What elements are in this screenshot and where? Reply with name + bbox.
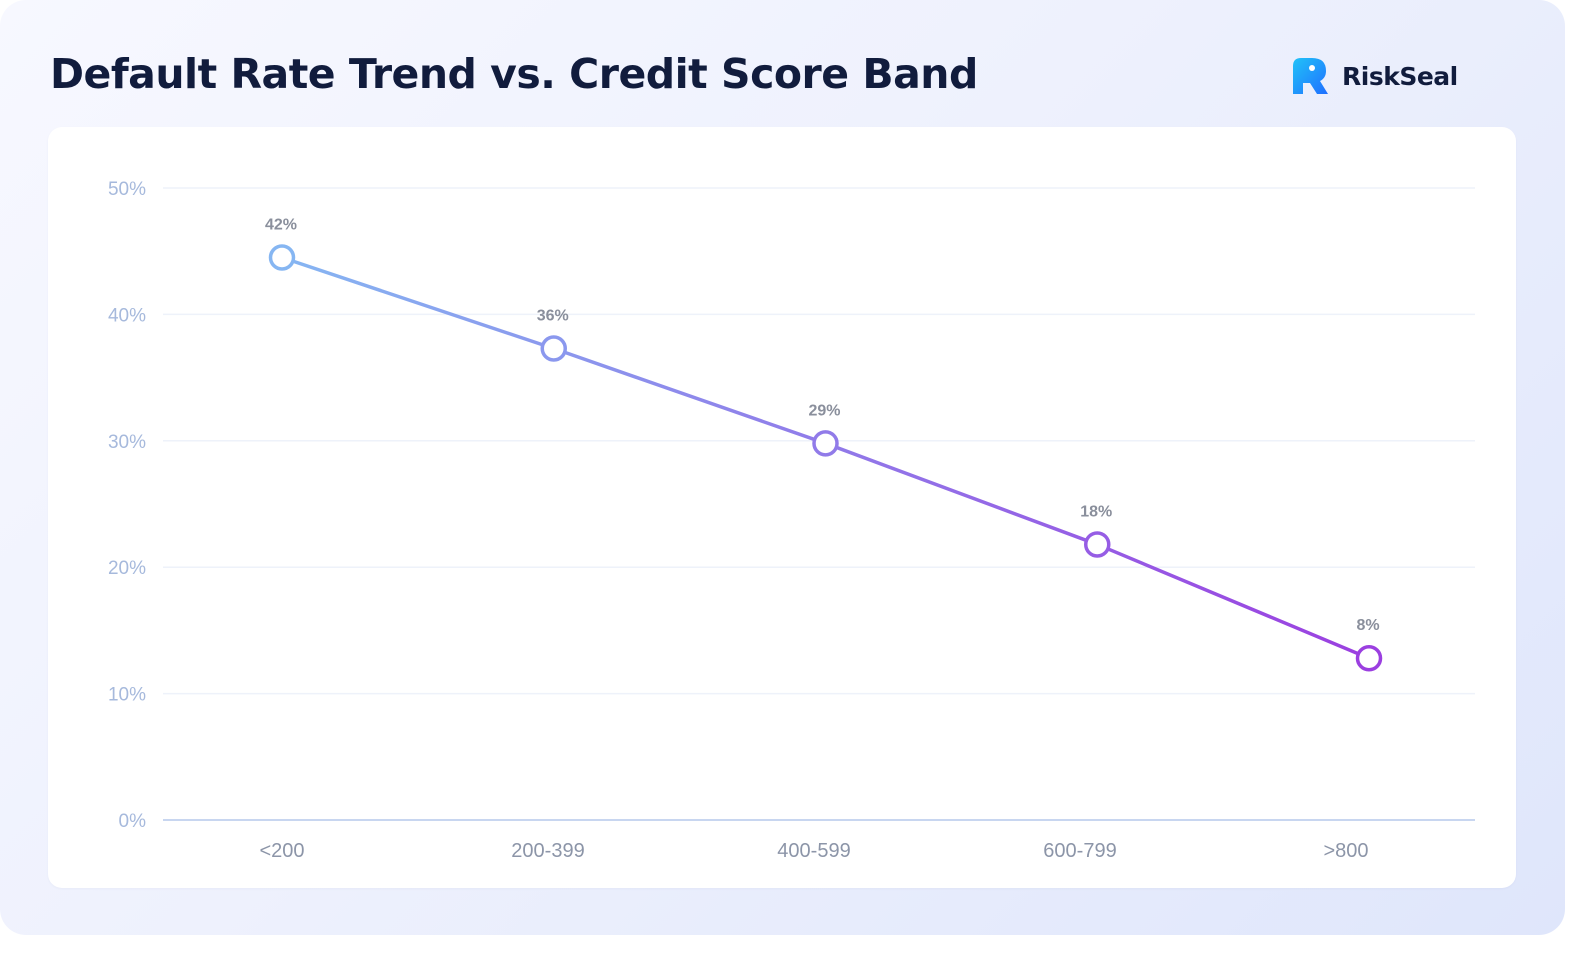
x-tick-label: <200 [259, 840, 304, 862]
y-tick-label: 10% [108, 685, 146, 706]
y-tick-label: 20% [108, 558, 146, 579]
x-tick-label: 200-399 [511, 840, 584, 862]
series-default-rate [268, 244, 1383, 672]
data-label: 29% [808, 402, 840, 419]
data-label: 8% [1356, 617, 1379, 634]
y-tick-label: 40% [108, 305, 146, 326]
y-tick-label: 0% [119, 811, 147, 832]
data-label: 36% [537, 308, 569, 325]
data-point [1084, 531, 1111, 558]
data-point [812, 430, 839, 457]
data-label: 42% [265, 217, 297, 234]
x-tick-label: >800 [1323, 840, 1368, 862]
chart-frame: Default Rate Trend vs. Credit Score Band… [0, 0, 1565, 935]
x-tick-label: 400-599 [777, 840, 850, 862]
data-label: 18% [1080, 503, 1112, 520]
y-tick-label: 30% [108, 432, 146, 453]
grid-lines [163, 187, 1475, 821]
y-tick-label: 50% [108, 179, 146, 200]
data-labels: 42% 36% 29% 18% 8% [265, 217, 1380, 635]
data-point [540, 335, 567, 362]
brand: RiskSeal [1290, 55, 1458, 97]
brand-name: RiskSeal [1342, 61, 1458, 91]
y-axis: 0% 10% 20% 30% 40% 50% [108, 179, 146, 832]
x-tick-label: 600-799 [1043, 840, 1116, 862]
series-line [280, 255, 1371, 660]
riskseal-logo-icon [1293, 58, 1328, 94]
data-point [1355, 644, 1383, 672]
chart-card: 0% 10% 20% 30% 40% 50% <200 200-399 400-599 600-… [48, 127, 1516, 888]
x-axis: <200 200-399 400-599 600-799 >800 [259, 840, 1368, 862]
line-chart: 0% 10% 20% 30% 40% 50% <200 200-399 400-599 600-… [108, 179, 1475, 862]
data-point [268, 244, 296, 271]
chart-title: Default Rate Trend vs. Credit Score Band [50, 50, 978, 98]
